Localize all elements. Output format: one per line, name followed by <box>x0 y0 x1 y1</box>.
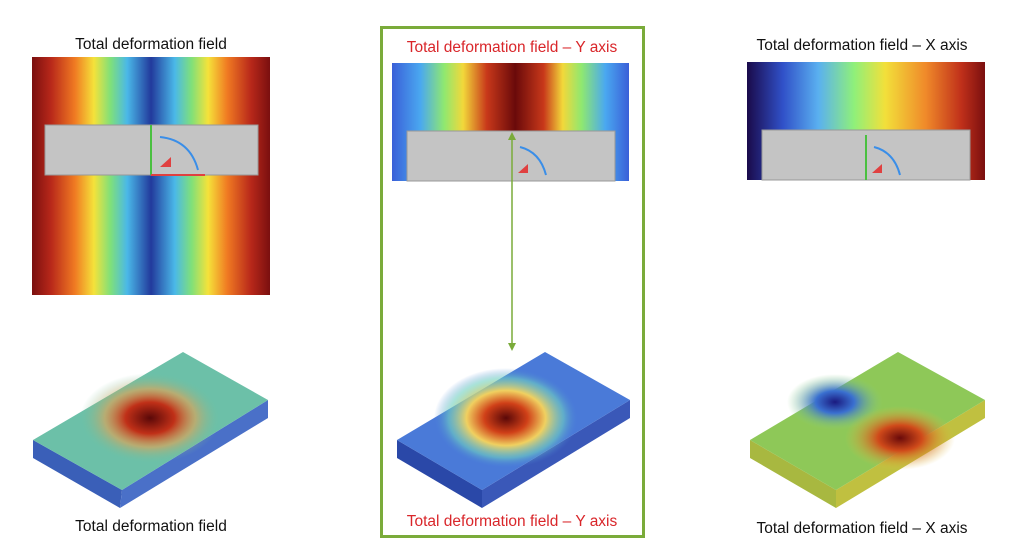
axis-icon <box>160 157 171 167</box>
plate-side <box>120 400 268 508</box>
panel-caption: Total deformation field – X axis <box>756 520 967 537</box>
arrow-head <box>508 132 516 140</box>
panel-title: Total deformation field <box>75 36 227 53</box>
arc <box>519 146 547 176</box>
deformation-spot <box>80 373 220 463</box>
plate-side <box>33 440 122 508</box>
deformation-spot <box>787 374 883 430</box>
arrow-head <box>508 343 516 351</box>
panel-caption: Total deformation field – Y axis <box>407 513 618 530</box>
arc <box>159 136 199 171</box>
axis-icon <box>872 164 882 173</box>
plate-side <box>482 400 630 508</box>
panel-title: Total deformation field – X axis <box>756 37 967 54</box>
highlight-frame <box>380 26 645 538</box>
arc <box>873 146 901 176</box>
plate-side <box>750 440 836 508</box>
panel-caption: Total deformation field <box>75 518 227 535</box>
plate-side <box>397 440 482 508</box>
axis-icon <box>518 164 528 173</box>
panel-title: Total deformation field – Y axis <box>407 39 618 56</box>
deformation-spot <box>845 406 955 470</box>
deformation-spot <box>434 368 578 468</box>
